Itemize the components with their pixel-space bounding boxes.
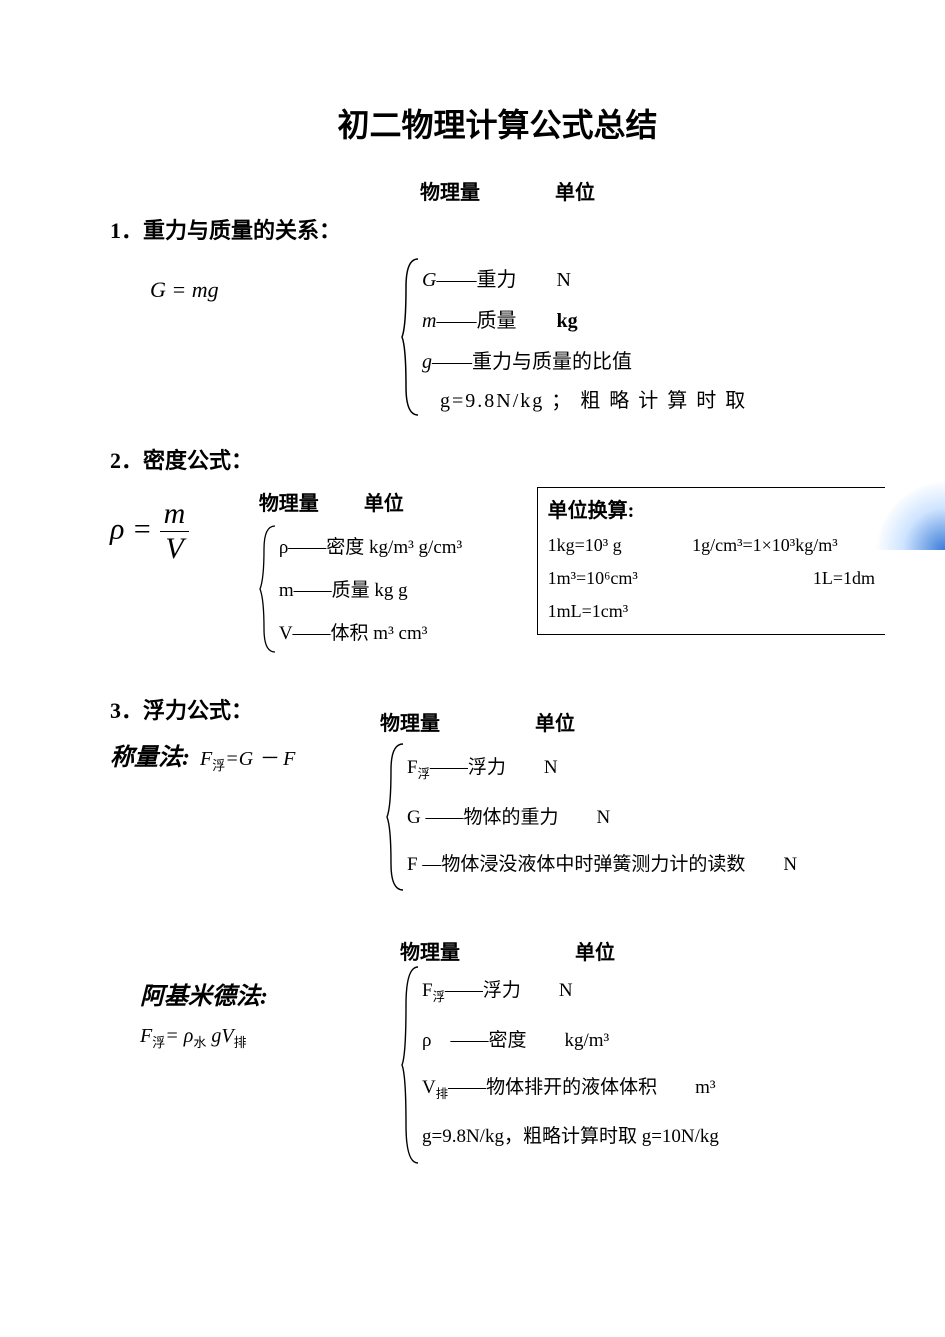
sec2-definitions: 物理量 单位 ρ——密度 kg/m³ g/cm³ m——质量 kg g V——体… bbox=[259, 487, 537, 653]
header-unit: 单位 bbox=[555, 176, 595, 205]
conv-title: 单位换算: bbox=[548, 494, 875, 523]
conv-row-1: 1kg=10³ g 1g/cm³=1×10³kg/m³ bbox=[548, 529, 875, 562]
sec4-line-4: g=9.8N/kg，粗略计算时取 g=10N/kg bbox=[422, 1111, 885, 1158]
conv-1a: 1kg=10³ g bbox=[548, 535, 688, 556]
rho-symbol: ρ bbox=[110, 512, 124, 545]
sec4-definitions: F浮——浮力 N ρ ——密度 kg/m³ V排——物体排开的液体体积 m³ g… bbox=[400, 965, 885, 1159]
sec3-header-row: 物理量 单位 bbox=[380, 707, 885, 736]
sec3-left-group: 称量法: F浮=G － F bbox=[110, 737, 370, 774]
sec2-heading: 2．密度公式： bbox=[110, 443, 885, 475]
sec2-brace-group: ρ——密度 kg/m³ g/cm³ m——质量 kg g V——体积 m³ cm… bbox=[259, 524, 537, 653]
conv-2a: 1m³=10⁶cm³ bbox=[548, 568, 688, 589]
sec1-line-2: m——质量 kg bbox=[422, 298, 885, 339]
sec3-line-1: F浮——浮力 N bbox=[407, 742, 885, 792]
desc-g: ——重力与质量的比值 bbox=[432, 351, 632, 373]
sec2-line-3: V——体积 m³ cm³ bbox=[279, 610, 537, 653]
brace-icon bbox=[259, 524, 277, 654]
sec3-line-2: G ——物体的重力 N bbox=[407, 792, 885, 839]
sec4-header-row: 物理量 单位 bbox=[400, 936, 885, 965]
conv-1b: 1g/cm³=1×10³kg/m³ bbox=[692, 535, 838, 555]
hdr-unit: 单位 bbox=[575, 942, 615, 964]
sec1-heading: 1．重力与质量的关系： bbox=[110, 213, 885, 245]
sec4-line-2: ρ ——密度 kg/m³ bbox=[422, 1015, 885, 1062]
decorative-corner bbox=[875, 480, 945, 550]
unit-m: kg bbox=[556, 310, 577, 332]
sec1-formula: G = mg bbox=[150, 277, 219, 303]
sec1-block: G = mg G——重力 N m——质量 kg g——重力与质量的比值 g=9.… bbox=[110, 257, 885, 423]
sec2-formula: ρ = mV bbox=[110, 487, 259, 566]
header-qty: 物理量 bbox=[420, 176, 550, 205]
weighing-formula: F浮=G － F bbox=[200, 748, 295, 770]
sec4-archimedes-block: 阿基米德法: F浮= ρ水 gV排 物理量 单位 F浮——浮力 N ρ ——密度… bbox=[110, 936, 885, 1159]
sym-m: m bbox=[422, 310, 436, 332]
frac-den: V bbox=[160, 532, 190, 566]
fraction: mV bbox=[160, 497, 190, 566]
conv-2b: 1L=1dm bbox=[813, 568, 875, 589]
eq-sign: = bbox=[124, 512, 159, 545]
desc-G: ——重力 bbox=[436, 269, 516, 291]
conv-row-3: 1mL=1cm³ bbox=[548, 595, 875, 628]
sec1-line-3: g——重力与质量的比值 bbox=[422, 339, 885, 380]
desc-m: ——质量 bbox=[436, 310, 516, 332]
sec3-line-3: F —物体浸没液体中时弹簧测力计的读数 N bbox=[407, 839, 885, 886]
sym-G: G bbox=[422, 269, 436, 291]
hdr-qty: 物理量 bbox=[400, 936, 570, 965]
frac-num: m bbox=[160, 497, 190, 532]
brace-icon bbox=[400, 965, 420, 1165]
hdr-qty: 物理量 bbox=[380, 707, 530, 736]
sec3-weighing-block: 称量法: F浮=G － F 物理量 单位 F浮——浮力 N G ——物体的重力 … bbox=[110, 707, 885, 886]
sec1-header-row: 物理量 单位 bbox=[420, 176, 885, 205]
sym-g: g bbox=[422, 351, 432, 373]
sec2-block: ρ = mV 物理量 单位 ρ——密度 kg/m³ g/cm³ m——质量 kg… bbox=[110, 487, 885, 653]
sec1-definitions: G——重力 N m——质量 kg g——重力与质量的比值 bbox=[400, 257, 885, 380]
sec3-definitions: F浮——浮力 N G ——物体的重力 N F —物体浸没液体中时弹簧测力计的读数… bbox=[385, 742, 885, 886]
page-title: 初二物理计算公式总结 bbox=[110, 100, 885, 146]
weighing-method-label: 称量法: bbox=[110, 737, 190, 772]
unit-G: N bbox=[556, 269, 570, 291]
hdr-unit: 单位 bbox=[364, 493, 404, 515]
archimedes-formula: F浮= ρ水 gV排 bbox=[140, 1025, 400, 1051]
sec1-note: g=9.8N/kg ； 粗 略 计 算 时 取 bbox=[440, 380, 885, 423]
unit-conversion-box: 单位换算: 1kg=10³ g 1g/cm³=1×10³kg/m³ 1m³=10… bbox=[537, 487, 885, 635]
sec4-left-group: 阿基米德法: F浮= ρ水 gV排 bbox=[140, 976, 400, 1051]
sec2-line-1: ρ——密度 kg/m³ g/cm³ bbox=[279, 524, 537, 567]
conv-3a: 1mL=1cm³ bbox=[548, 601, 629, 621]
brace-icon bbox=[385, 742, 405, 892]
document-page: 初二物理计算公式总结 物理量 单位 1．重力与质量的关系： G = mg G——… bbox=[0, 0, 945, 1248]
sec2-line-2: m——质量 kg g bbox=[279, 567, 537, 610]
sec4-line-1: F浮——浮力 N bbox=[422, 965, 885, 1015]
conv-row-2: 1m³=10⁶cm³ 1L=1dm bbox=[548, 562, 875, 595]
sec1-line-1: G——重力 N bbox=[422, 257, 885, 298]
hdr-unit: 单位 bbox=[535, 713, 575, 735]
sec2-mid-header: 物理量 单位 bbox=[259, 487, 537, 516]
sec4-line-3: V排——物体排开的液体体积 m³ bbox=[422, 1062, 885, 1112]
archimedes-label: 阿基米德法: bbox=[140, 976, 268, 1011]
hdr-qty: 物理量 bbox=[259, 487, 359, 516]
brace-icon bbox=[400, 257, 420, 417]
